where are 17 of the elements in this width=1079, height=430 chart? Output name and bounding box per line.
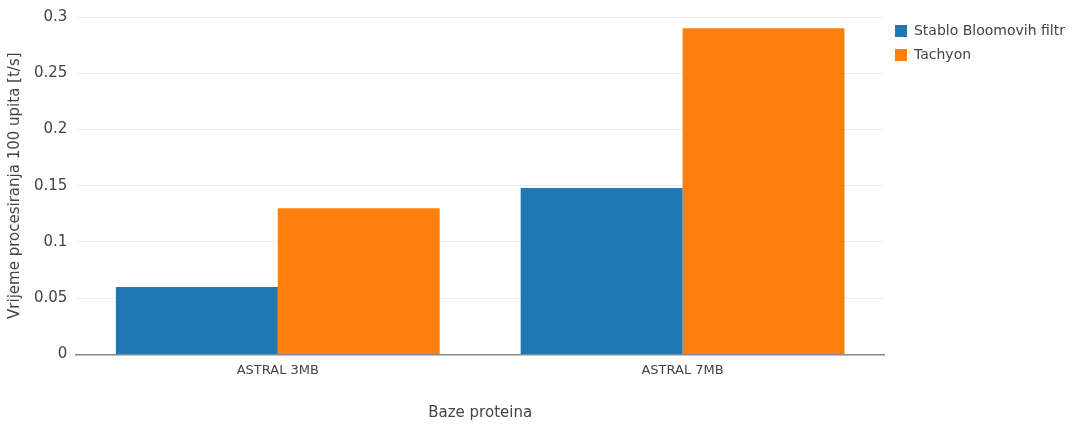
y-tick-label: 0 (57, 344, 68, 363)
bar (520, 187, 683, 354)
legend-label: Stablo Bloomovih filtr (913, 21, 1066, 38)
bar (115, 286, 278, 354)
bar (277, 208, 440, 354)
y-tick-label: 0.25 (33, 63, 68, 82)
y-tick-label: 0.05 (33, 288, 68, 307)
y-tick-label: 0.1 (43, 231, 68, 250)
bar (682, 28, 845, 354)
x-axis-title: Baze proteina (428, 402, 533, 421)
y-tick-label: 0.3 (43, 6, 68, 25)
legend-label: Tachyon (912, 45, 972, 62)
x-tick-label: ASTRAL 3MB (236, 361, 319, 377)
y-axis-title: Vrijeme procesiranja 100 upita [t/s] (4, 52, 23, 319)
y-tick-label: 0.2 (43, 119, 68, 138)
x-tick-label: ASTRAL 7MB (641, 361, 724, 377)
y-tick-label: 0.15 (33, 175, 68, 194)
